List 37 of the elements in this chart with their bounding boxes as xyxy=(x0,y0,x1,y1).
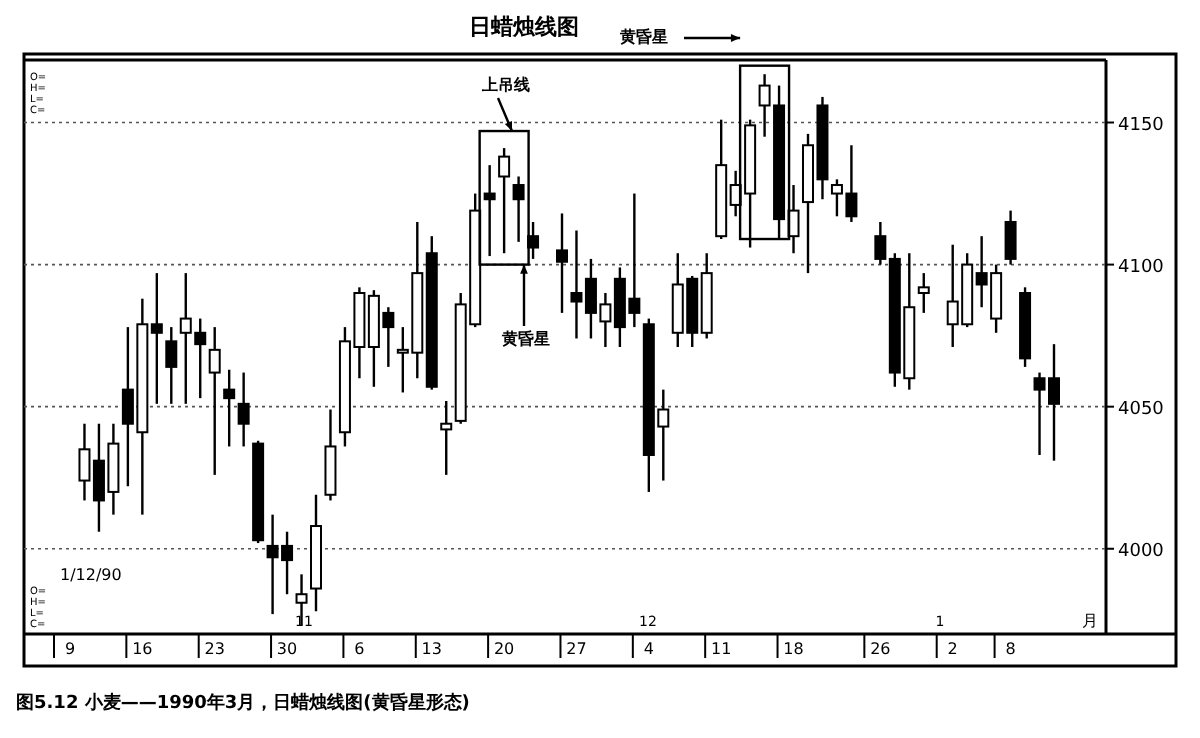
ytick: 4000 xyxy=(1118,541,1164,562)
xtick: 8 xyxy=(1005,640,1016,658)
xtick: 18 xyxy=(783,640,804,658)
candlestick xyxy=(440,399,453,477)
candlestick xyxy=(237,371,250,448)
annotation: 1/12/90 xyxy=(60,566,122,584)
candlestick xyxy=(512,175,525,244)
candlestick xyxy=(917,271,930,315)
candlestick xyxy=(208,325,221,477)
xtick: 11 xyxy=(711,640,732,658)
xtick: 13 xyxy=(421,640,442,658)
xtick: 20 xyxy=(493,640,515,658)
xtick: 23 xyxy=(204,640,225,658)
candlestick xyxy=(1004,209,1017,266)
annotation: 上吊线 xyxy=(482,76,530,94)
candlestick xyxy=(498,146,511,255)
annotation: 图5.12 小麦——1990年3月，日蜡烛线图(黄昏星形态) xyxy=(16,694,470,714)
annotation: 月 xyxy=(1082,612,1098,630)
annotation: 黄昏星 xyxy=(620,28,668,46)
ytick: 4050 xyxy=(1118,399,1164,420)
xtick: 26 xyxy=(870,640,891,658)
xtick: 2 xyxy=(947,640,958,658)
candlestick xyxy=(223,368,236,448)
xtick: 6 xyxy=(354,640,365,658)
xtick: 30 xyxy=(276,640,298,658)
candlestick xyxy=(295,573,308,627)
xtick: 16 xyxy=(132,640,153,658)
xtick: 9 xyxy=(64,640,76,658)
annotation: 黄昏星 xyxy=(502,330,550,348)
ytick: 4150 xyxy=(1118,115,1164,136)
xtick: 4 xyxy=(643,640,654,658)
candlestick xyxy=(556,212,568,315)
candlestick xyxy=(483,163,496,258)
ytick: 4100 xyxy=(1118,257,1164,278)
candlestick xyxy=(165,325,178,406)
title: 日蜡烛线图 xyxy=(469,14,579,40)
xtick: 27 xyxy=(566,640,587,658)
